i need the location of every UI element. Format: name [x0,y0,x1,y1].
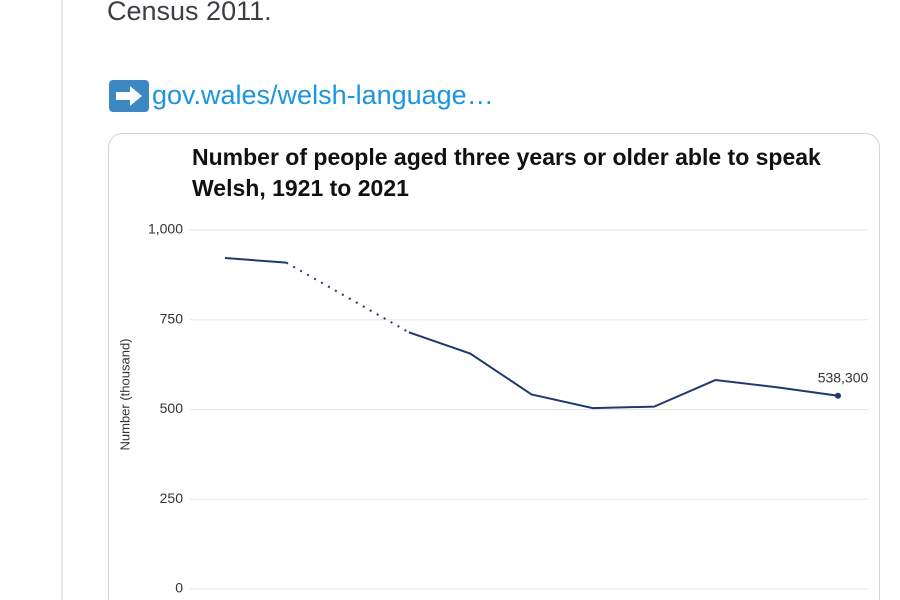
arrow-glyph [116,86,142,106]
y-tick-label: 0 [175,580,183,596]
y-tick-label: 750 [160,310,184,326]
y-axis-label: Number (thousand) [117,339,132,451]
plot: 0 250 500 750 1,000 Number (thousand) 538,300 [117,221,868,596]
y-tick-label: 250 [160,490,184,506]
point [835,392,841,399]
card [108,133,880,600]
y-tick-label: 1,000 [148,221,183,237]
y-tick-label: 500 [160,400,184,416]
tweet-text: Census 2011. [107,0,272,26]
line [224,257,287,264]
chart-title: Number of people aged three years or old… [192,144,821,201]
tweet-link[interactable]: gov.wales/welsh-language… [152,80,494,110]
line [408,331,839,410]
data-label: 538,300 [818,369,869,385]
